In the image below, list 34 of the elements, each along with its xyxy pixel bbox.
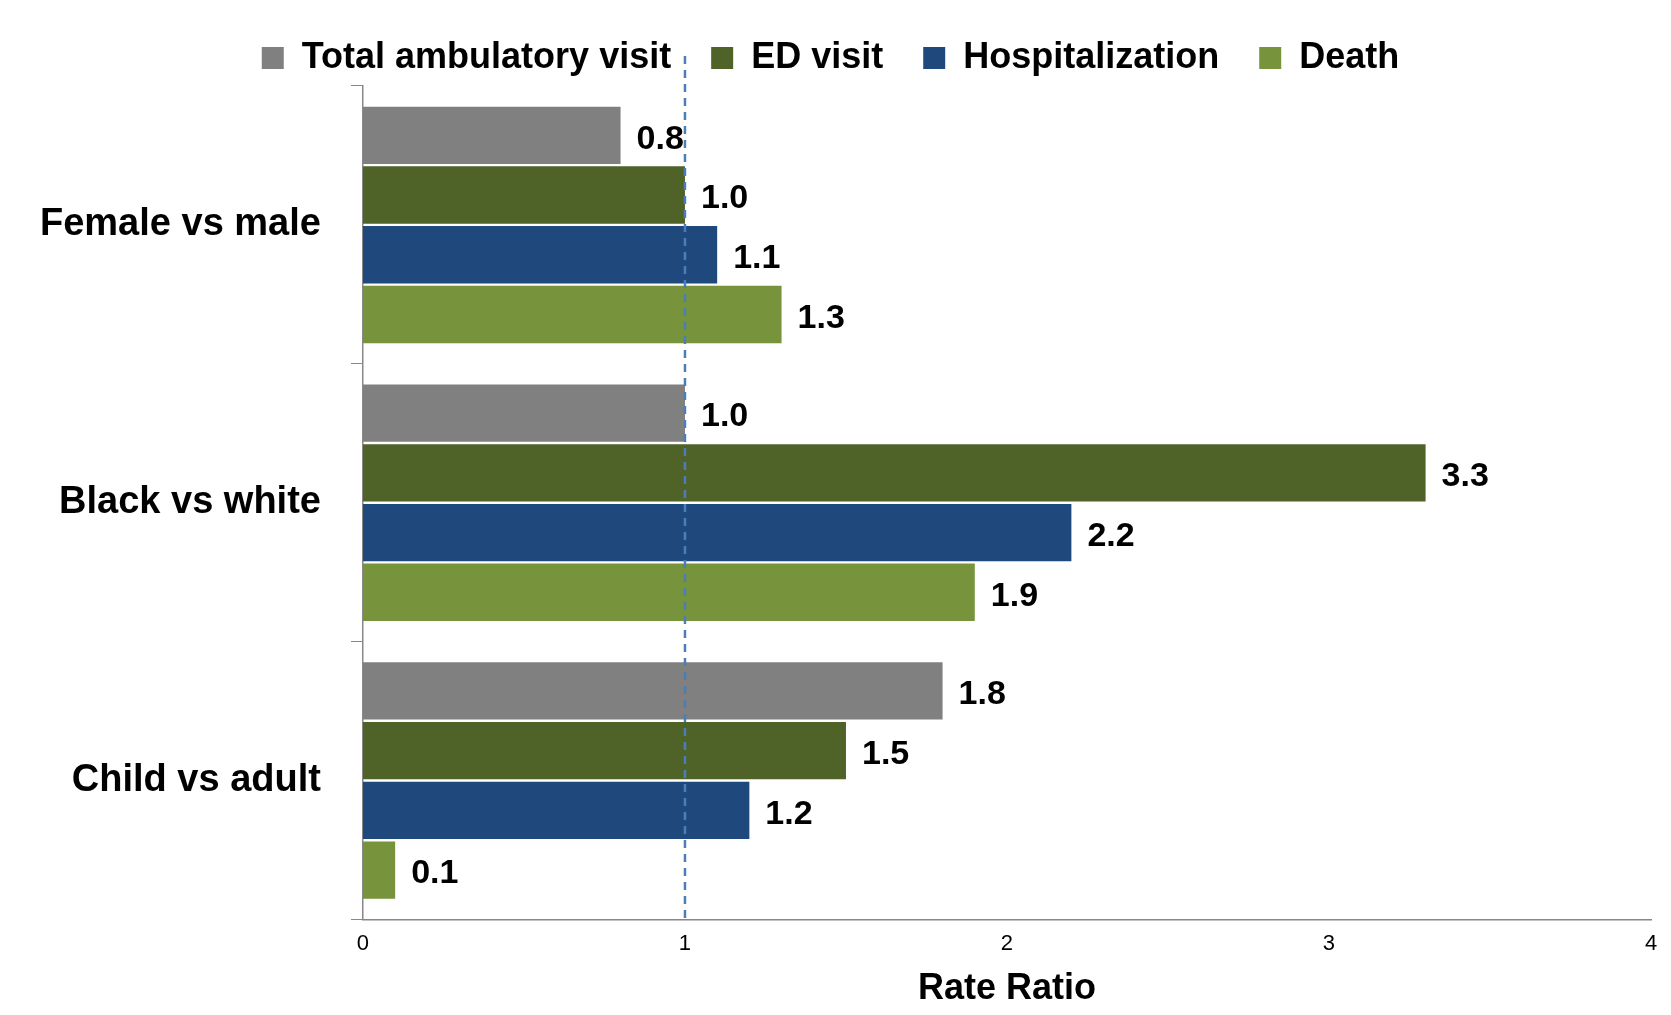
bar (362, 226, 718, 284)
y-tick-label: Female vs male (39, 201, 321, 244)
x-tick-label: 4 (1644, 929, 1658, 955)
bar (362, 781, 750, 840)
data-label: 3.3 (1441, 455, 1489, 494)
data-label: 0.1 (411, 852, 459, 891)
bar (362, 841, 396, 899)
y-tick-label: Black vs white (59, 479, 321, 522)
bar (362, 563, 975, 621)
data-label: 1.1 (733, 237, 781, 276)
data-label: 1.8 (958, 673, 1006, 712)
bar (362, 166, 685, 224)
x-tick-label: 2 (1000, 929, 1014, 955)
data-label: 1.0 (700, 395, 749, 434)
bar (362, 721, 846, 780)
legend-label: ED visit (751, 34, 884, 76)
x-tick-label: 1 (678, 929, 692, 955)
data-label: 1.0 (700, 177, 749, 216)
x-tick-label: 0 (356, 929, 370, 955)
data-label: 1.9 (990, 574, 1039, 613)
bar (362, 503, 1072, 562)
legend-label: Total ambulatory visit (301, 34, 672, 76)
legend-label: Death (1299, 34, 1400, 76)
x-tick-label: 3 (1322, 929, 1336, 955)
bar (362, 444, 1426, 502)
x-axis-title: Rate Ratio (917, 966, 1096, 1008)
y-tick-label: Child vs adult (71, 756, 322, 799)
legend-label: Hospitalization (963, 34, 1220, 76)
data-label: 1.3 (797, 296, 845, 335)
data-label: 1.2 (765, 792, 813, 831)
bar (362, 285, 782, 344)
data-label: 2.2 (1087, 514, 1135, 553)
data-label: 1.5 (861, 733, 910, 772)
data-label: 0.8 (636, 117, 684, 156)
